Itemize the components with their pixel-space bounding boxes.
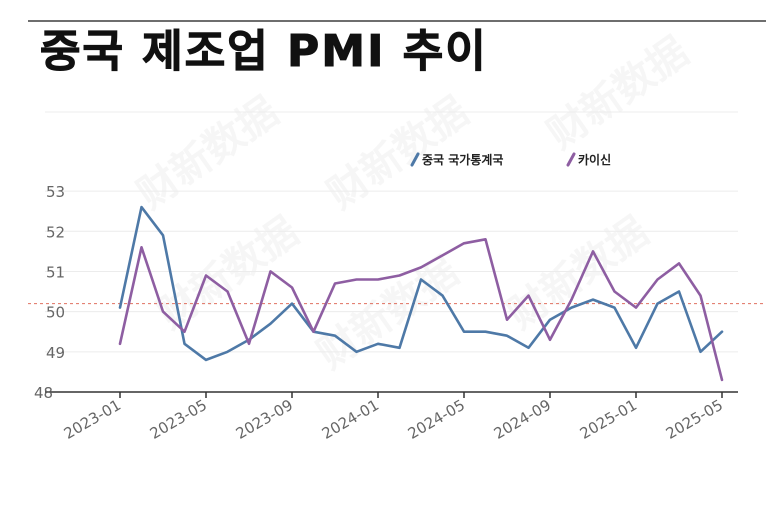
watermark-text: 财新数据 (309, 249, 466, 378)
y-tick-label: 53 (46, 183, 65, 201)
x-tick-label: 2023-05 (147, 396, 210, 443)
chart-title: 중국 제조업 PMI 추이 (40, 26, 488, 77)
y-tick-label: 51 (46, 263, 65, 281)
x-tick-label: 2025-05 (663, 396, 726, 443)
x-axis-ticks: 2023-01 2023-05 2023-09 2024-01 2024-05 2024-… (61, 392, 726, 443)
x-tick-label: 2024-09 (491, 396, 554, 443)
watermark-text: 财新数据 (129, 89, 286, 218)
y-tick-label: 52 (46, 223, 65, 241)
x-tick-label: 2025-01 (577, 396, 640, 443)
legend-label-1: 중국 국가통계국 (422, 152, 503, 167)
y-tick-label: 48 (34, 384, 53, 402)
legend-swatch-1 (410, 152, 420, 167)
y-tick-label: 49 (46, 344, 65, 362)
x-tick-label: 2023-09 (233, 396, 296, 443)
x-tick-label: 2024-05 (405, 396, 468, 443)
series-layer (118, 205, 724, 382)
x-tick-label: 2023-01 (61, 396, 124, 443)
y-axis-ticks: 48 49 50 51 52 53 (34, 183, 65, 402)
watermark-text: 财新数据 (499, 209, 656, 338)
watermark-text: 财新数据 (539, 29, 696, 158)
grid-lines (45, 111, 738, 353)
legend: 중국 국가통계국 카이신 (410, 152, 611, 167)
watermark-text: 财新数据 (149, 209, 306, 338)
legend-label-2: 카이신 (578, 152, 611, 167)
legend-swatch-2 (566, 152, 576, 167)
y-tick-label: 50 (46, 304, 65, 322)
x-tick-label: 2024-01 (319, 396, 382, 443)
series-line-2 (118, 238, 724, 382)
series-line-1 (118, 205, 724, 362)
top-divider (28, 20, 766, 22)
